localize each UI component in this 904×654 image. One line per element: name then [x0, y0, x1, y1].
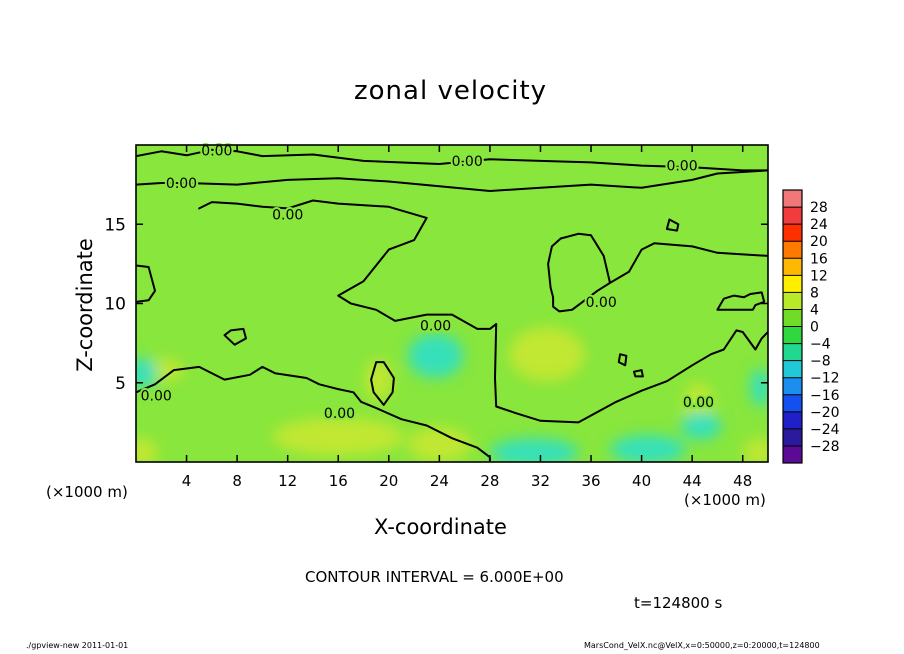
colorbar-label-12: −20 [810, 405, 840, 421]
colorbar-label-5: 8 [810, 285, 819, 301]
contour-line-2 [198, 199, 498, 330]
contour-line-0 [136, 148, 768, 172]
contour-line-6 [494, 323, 768, 424]
colorbar-bin-8 [783, 326, 802, 345]
contour-line-4 [136, 264, 156, 303]
colorbar-bin-2 [783, 224, 802, 242]
colorbar-label-0: 28 [810, 200, 828, 216]
y-tick-label-5: 5 [115, 374, 126, 394]
contour-line-9 [617, 353, 628, 367]
colorbar-bin-13 [783, 411, 802, 430]
contour-label-6-0: 0.00 [683, 395, 714, 411]
x-tick-label-8: 8 [232, 472, 242, 490]
contour-label-1-0: 0.00 [166, 176, 197, 192]
colorbar-label-9: −8 [810, 354, 831, 370]
colorbar-bin-4 [783, 258, 802, 276]
field-region-negative-12 [750, 368, 768, 407]
contour-label-0-0: 0.00 [201, 144, 232, 160]
colorbar-bin-10 [783, 360, 802, 379]
x-unit-note-left: (×1000 m) [46, 483, 128, 501]
colorbar-bin-1 [783, 207, 802, 225]
contour-labels: 0.000.00 0.000.000.000.000.000.000.000.00 [139, 142, 716, 424]
contour-line-8 [370, 361, 395, 406]
time-label: t=124800 s [634, 594, 723, 612]
x-tick-label-40: 40 [632, 472, 651, 490]
colorbar-bin-5 [783, 275, 802, 293]
y-tick-label-10: 10 [104, 295, 126, 315]
colorbar-bin-15 [783, 445, 802, 464]
colorbar-bin-14 [783, 428, 802, 447]
colorbar-label-13: −24 [810, 422, 840, 438]
colorbar-bin-9 [783, 343, 802, 362]
contour-label-5-0: 0.00 [141, 388, 172, 404]
contour-line-1 [136, 169, 768, 192]
colorbar-label-6: 4 [810, 302, 819, 318]
x-tick-label-28: 28 [480, 472, 499, 490]
colorbar-label-10: −12 [810, 371, 840, 387]
colorbar-bin-7 [783, 309, 802, 327]
colorbar-label-1: 24 [810, 217, 828, 233]
contour-interval-note: CONTOUR INTERVAL = 6.000E+00 [305, 568, 564, 586]
x-tick-label-32: 32 [531, 472, 550, 490]
colorbar-label-11: −16 [810, 388, 840, 404]
footer-left: ./gpview-new 2011-01-01 [26, 641, 129, 650]
field-region-negative-8 [407, 333, 464, 378]
contour-label-5-1: 0.00 [324, 406, 355, 422]
x-tick-label-16: 16 [329, 472, 348, 490]
contour-label-0-2: 0.00 [666, 159, 697, 175]
x-tick-label-36: 36 [581, 472, 600, 490]
velocity-field-shading [136, 327, 768, 462]
contour-label-3-0: 0.00 [586, 295, 617, 311]
field-region-positive-1 [364, 358, 393, 401]
contour-line-12 [716, 291, 766, 311]
contour-label-0-1: 0.00 [452, 154, 483, 170]
plot-background [136, 145, 768, 462]
x-unit-note-right: (×1000 m) [684, 491, 766, 509]
contour-label-2-1: 0.00 [420, 319, 451, 335]
field-region-negative-9 [489, 438, 579, 462]
contour-line-10 [633, 369, 644, 378]
colorbar-label-8: −4 [810, 337, 831, 353]
colorbar-bin-3 [783, 241, 802, 259]
field-region-negative-10 [136, 357, 158, 390]
field-region-positive-5 [407, 427, 471, 462]
field-region-negative-11 [680, 411, 722, 440]
x-tick-label-20: 20 [379, 472, 398, 490]
colorbar-bin-0 [783, 190, 802, 208]
colorbar-label-2: 20 [810, 234, 828, 250]
colorbar-bin-11 [783, 377, 802, 396]
field-region-positive-4 [272, 417, 404, 456]
colorbar-label-14: −28 [810, 439, 840, 455]
footer-right: MarsCond_VelX.nc@VelX,x=0:50000,z=0:2000… [584, 641, 820, 650]
colorbar-bin-6 [783, 292, 802, 310]
y-tick-label-15: 15 [104, 215, 126, 235]
colorbar-label-7: 0 [810, 320, 819, 336]
contour-line-3 [547, 232, 768, 313]
x-tick-label-12: 12 [278, 472, 297, 490]
contour-line-7 [223, 327, 247, 346]
field-region-positive-3 [136, 438, 158, 462]
contour-label-2-0: 0.00 [272, 208, 303, 224]
contour-line-5 [136, 365, 491, 462]
x-tick-label-4: 4 [182, 472, 192, 490]
field-region-positive-6 [743, 438, 768, 462]
x-tick-label-24: 24 [430, 472, 449, 490]
field-region-positive-2 [508, 327, 585, 382]
colorbar-bin-12 [783, 394, 802, 413]
x-tick-label-44: 44 [683, 472, 702, 490]
colorbar-label-3: 16 [810, 251, 828, 267]
x-axis-label: X-coordinate [374, 515, 507, 539]
zero-contours [136, 148, 768, 462]
colorbar-label-4: 12 [810, 268, 828, 284]
contour-line-11 [665, 218, 680, 232]
chart-title: zonal velocity [354, 76, 548, 106]
x-tick-label-48: 48 [733, 472, 752, 490]
field-region-negative-13 [610, 435, 686, 462]
y-axis-label: Z-coordinate [73, 238, 97, 372]
